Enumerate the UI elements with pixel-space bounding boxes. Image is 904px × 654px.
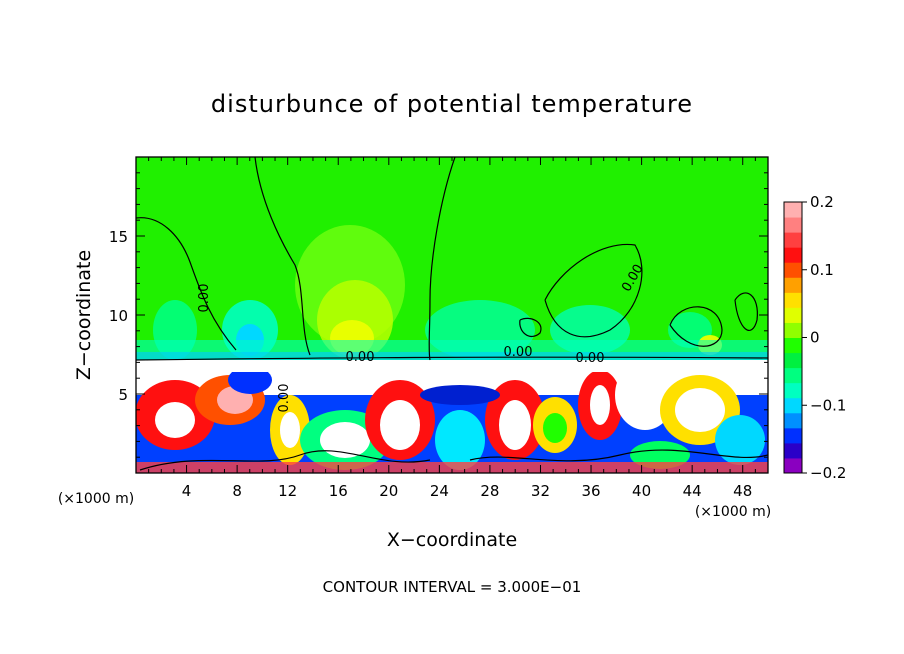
x-tick-label-4: 20 <box>379 482 398 500</box>
x-axis-label: X−coordinate <box>387 529 517 551</box>
colorbar-swatch-6 <box>784 367 802 384</box>
contour-label-3: 0.00 <box>504 345 533 360</box>
colorbar-swatch-13 <box>784 262 802 278</box>
colorbar-swatch-14 <box>784 247 802 263</box>
colorbar-swatch-15 <box>784 232 802 248</box>
colorbar-swatch-0 <box>784 457 802 474</box>
x-tick-label-11: 48 <box>733 482 752 500</box>
contour-label-4: 0.00 <box>576 351 605 366</box>
x-tick-label-5: 24 <box>430 482 449 500</box>
colorbar-swatch-4 <box>784 397 802 414</box>
x-tick-label-8: 36 <box>581 482 600 500</box>
colorbar-swatch-12 <box>784 277 802 293</box>
x-tick-label-0: 4 <box>182 482 192 500</box>
colorbar-swatch-10 <box>784 307 802 323</box>
x-tick-label-1: 8 <box>232 482 242 500</box>
colorbar-swatch-8 <box>784 337 802 354</box>
contour-label-1: 0.00 <box>197 284 212 313</box>
colorbar <box>783 201 803 474</box>
colorbar-swatch-2 <box>784 427 802 444</box>
colorbar-swatch-16 <box>784 217 802 233</box>
chart-title: disturbunce of potential temperature <box>211 90 693 118</box>
x-unit-left: (×1000 m) <box>58 491 134 507</box>
y-tick-label-1: 10 <box>109 307 128 325</box>
x-unit-right: (×1000 m) <box>695 504 771 520</box>
contour-lines <box>136 157 768 471</box>
colorbar-ticks: 0.2 0.1 0 −0.1 −0.2 <box>802 193 846 482</box>
lower-turbulent-layer <box>136 360 768 473</box>
x-tick-label-7: 32 <box>531 482 550 500</box>
colorbar-tick-label-0: 0.2 <box>810 193 834 211</box>
y-ticks: 5 10 15 <box>109 172 768 458</box>
y-tick-label-2: 15 <box>109 228 128 246</box>
x-tick-label-9: 40 <box>632 482 651 500</box>
x-tick-label-10: 44 <box>683 482 702 500</box>
x-tick-label-2: 12 <box>278 482 297 500</box>
y-tick-label-0: 5 <box>118 386 128 404</box>
plot-area: 0.00 0.00 0.00 0.00 0.00 0.00 <box>136 157 768 473</box>
colorbar-swatch-11 <box>784 292 802 308</box>
colorbar-tick-label-2: 0 <box>810 329 820 347</box>
colorbar-swatch-3 <box>784 412 802 429</box>
colorbar-swatch-7 <box>784 352 802 369</box>
x-ticks: 4 8 12 16 20 24 28 32 36 40 44 48 <box>148 157 756 500</box>
contour-label-2: 0.00 <box>346 350 375 365</box>
x-tick-label-3: 16 <box>329 482 348 500</box>
colorbar-swatch-9 <box>784 322 802 338</box>
contour-interval-note: CONTOUR INTERVAL = 3.000E−01 <box>323 578 582 596</box>
colorbar-tick-label-4: −0.2 <box>810 464 846 482</box>
y-axis-label: Z−coordinate <box>73 250 95 380</box>
colorbar-swatch-5 <box>784 382 802 399</box>
colorbar-tick-label-3: −0.1 <box>810 396 846 414</box>
x-tick-label-6: 28 <box>480 482 499 500</box>
colorbar-swatch-17 <box>784 202 802 218</box>
contour-label-6: 0.00 <box>277 384 292 413</box>
colorbar-swatch-1 <box>784 442 802 459</box>
colorbar-tick-label-1: 0.1 <box>810 261 834 279</box>
